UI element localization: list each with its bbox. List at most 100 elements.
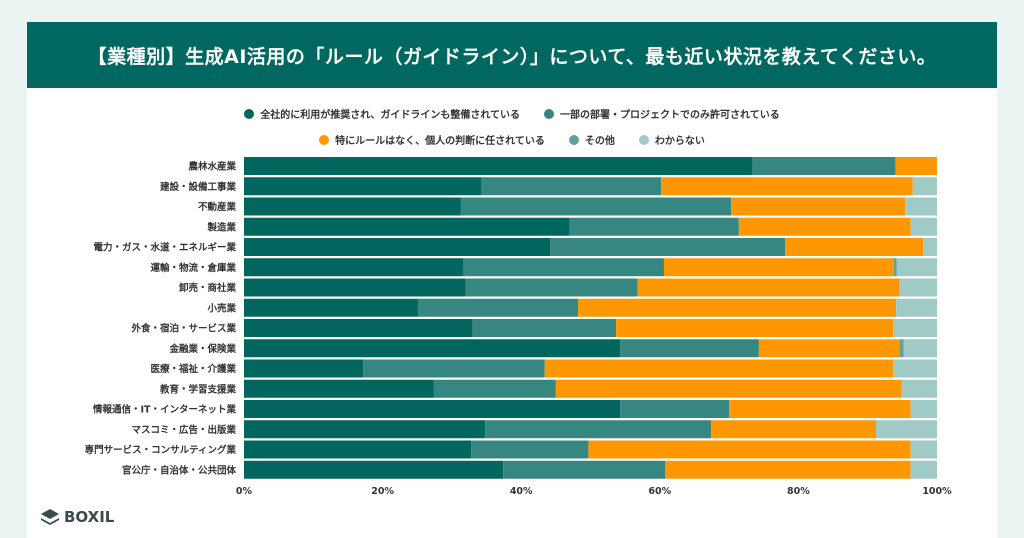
bar-segment xyxy=(620,400,730,418)
boxil-logo: BOXIL xyxy=(40,508,114,526)
bar-segment xyxy=(665,460,911,479)
legend-label: 全社的に利用が推奨され、ガイドラインも整備されている xyxy=(260,110,521,121)
category-label: 医療・福祉・介護業 xyxy=(150,363,236,375)
bar-segment xyxy=(738,217,911,236)
bar-segment xyxy=(460,197,732,216)
category-label: 農林水産業 xyxy=(188,161,236,173)
category-label: 教育・学習支援業 xyxy=(159,383,237,395)
legend-item: 特にルールはなく、個人の判断に任されている xyxy=(319,132,545,147)
bar-segment xyxy=(481,177,662,196)
bar-segment xyxy=(910,460,937,479)
bar-segment xyxy=(244,440,472,459)
category-label: 製造業 xyxy=(206,221,236,233)
bar-segment xyxy=(901,379,937,398)
category-label: 電力・ガス・水道・エネルギー業 xyxy=(93,242,236,254)
bar-segment xyxy=(903,339,937,358)
bar-segment xyxy=(620,339,759,358)
x-tick-label: 100% xyxy=(922,486,952,497)
bar-segment xyxy=(876,420,937,439)
legend-label: わからない xyxy=(654,136,705,147)
bar-segment xyxy=(893,319,937,337)
legend-swatch xyxy=(244,108,255,119)
logo-icon xyxy=(41,509,59,525)
bar-segment xyxy=(910,400,937,418)
bar-segment xyxy=(244,197,461,216)
bar-segment xyxy=(244,217,570,236)
bar-segment xyxy=(244,339,621,358)
bar-segment xyxy=(912,177,937,196)
legend-label: その他 xyxy=(584,136,615,147)
bar-segment xyxy=(244,238,551,256)
category-label: 小売業 xyxy=(206,302,236,314)
legend-item: 全社的に利用が推奨され、ガイドラインも整備されている xyxy=(244,106,520,121)
bar-segment xyxy=(729,400,911,418)
category-label: 官公庁・自治体・公共団体 xyxy=(122,464,237,476)
bar-segment xyxy=(244,460,504,479)
category-label: 情報通信・IT・インターネット業 xyxy=(92,404,237,416)
bar-segment xyxy=(616,319,894,337)
bar-segment xyxy=(555,379,902,398)
bar-segment xyxy=(711,420,877,439)
bar-segment xyxy=(472,319,617,337)
bar-segment xyxy=(244,400,621,418)
bar-segment xyxy=(785,238,924,256)
bar-segment xyxy=(896,298,937,317)
x-tick-label: 80% xyxy=(787,486,810,497)
bar-segment xyxy=(244,298,418,317)
x-tick-label: 0% xyxy=(236,486,253,497)
bar-segment xyxy=(758,339,900,358)
bar-segment xyxy=(661,177,913,196)
bar-segment xyxy=(893,359,937,378)
x-tick-label: 40% xyxy=(510,486,533,497)
bar-segment xyxy=(244,379,434,398)
bar-segment xyxy=(910,440,937,459)
bar-segment xyxy=(244,278,466,297)
bar-segment xyxy=(462,258,664,277)
bar-segment xyxy=(899,278,937,297)
bar-segment xyxy=(544,359,894,378)
legend-swatch xyxy=(544,108,555,119)
bar-segment xyxy=(550,238,786,256)
bar-segment xyxy=(899,339,904,358)
legend-item: わからない xyxy=(638,132,705,147)
legend-item: 一部の部署・プロジェクトでのみ許可されている xyxy=(544,106,780,121)
x-tick-label: 20% xyxy=(371,486,394,497)
category-label: 建設・設備工事業 xyxy=(159,181,237,193)
bar-segment xyxy=(244,157,753,175)
bar-segment xyxy=(244,420,486,439)
category-label: 不動産業 xyxy=(198,201,237,213)
legend-swatch xyxy=(319,134,330,145)
bar-segment xyxy=(896,258,937,277)
bar-segment xyxy=(731,197,906,216)
chart-title: 【業種別】生成AI活用の「ルール（ガイドライン）」について、最も近い状況を教えて… xyxy=(27,22,997,88)
bar-segment xyxy=(895,157,937,175)
category-label: 運輸・物流・倉庫業 xyxy=(150,262,236,274)
bar-segment xyxy=(417,298,579,317)
logo-text: BOXIL xyxy=(64,508,115,526)
bar-segment xyxy=(894,258,897,277)
bar-segment xyxy=(578,298,897,317)
legend-row-2: 特にルールはなく、個人の判断に任されている その他 わからない xyxy=(0,132,1024,147)
legend-swatch xyxy=(638,134,649,145)
legend-label: 一部の部署・プロジェクトでのみ許可されている xyxy=(560,110,780,121)
category-label: 卸売・商社業 xyxy=(179,282,237,294)
legend-row-1: 全社的に利用が推奨され、ガイドラインも整備されている 一部の部署・プロジェクトで… xyxy=(0,106,1024,121)
bar-segment xyxy=(923,238,937,256)
legend-item: その他 xyxy=(568,132,615,147)
bar-segment xyxy=(663,258,895,277)
category-label: 専門サービス・コンサルティング業 xyxy=(85,444,237,456)
legend-swatch xyxy=(568,134,579,145)
bar-segment xyxy=(465,278,638,297)
bar-segment xyxy=(910,217,937,236)
bar-segment xyxy=(244,258,463,277)
bar-segment xyxy=(244,177,482,196)
bar-segment xyxy=(244,359,364,378)
bar-segment xyxy=(637,278,900,297)
bar-segment xyxy=(244,319,473,337)
x-tick-label: 60% xyxy=(648,486,671,497)
bar-segment xyxy=(752,157,896,175)
legend-label: 特にルールはなく、個人の判断に任されている xyxy=(335,136,545,147)
category-label: マスコミ・広告・出版業 xyxy=(131,424,236,436)
category-label: 外食・宿泊・サービス業 xyxy=(130,323,236,335)
